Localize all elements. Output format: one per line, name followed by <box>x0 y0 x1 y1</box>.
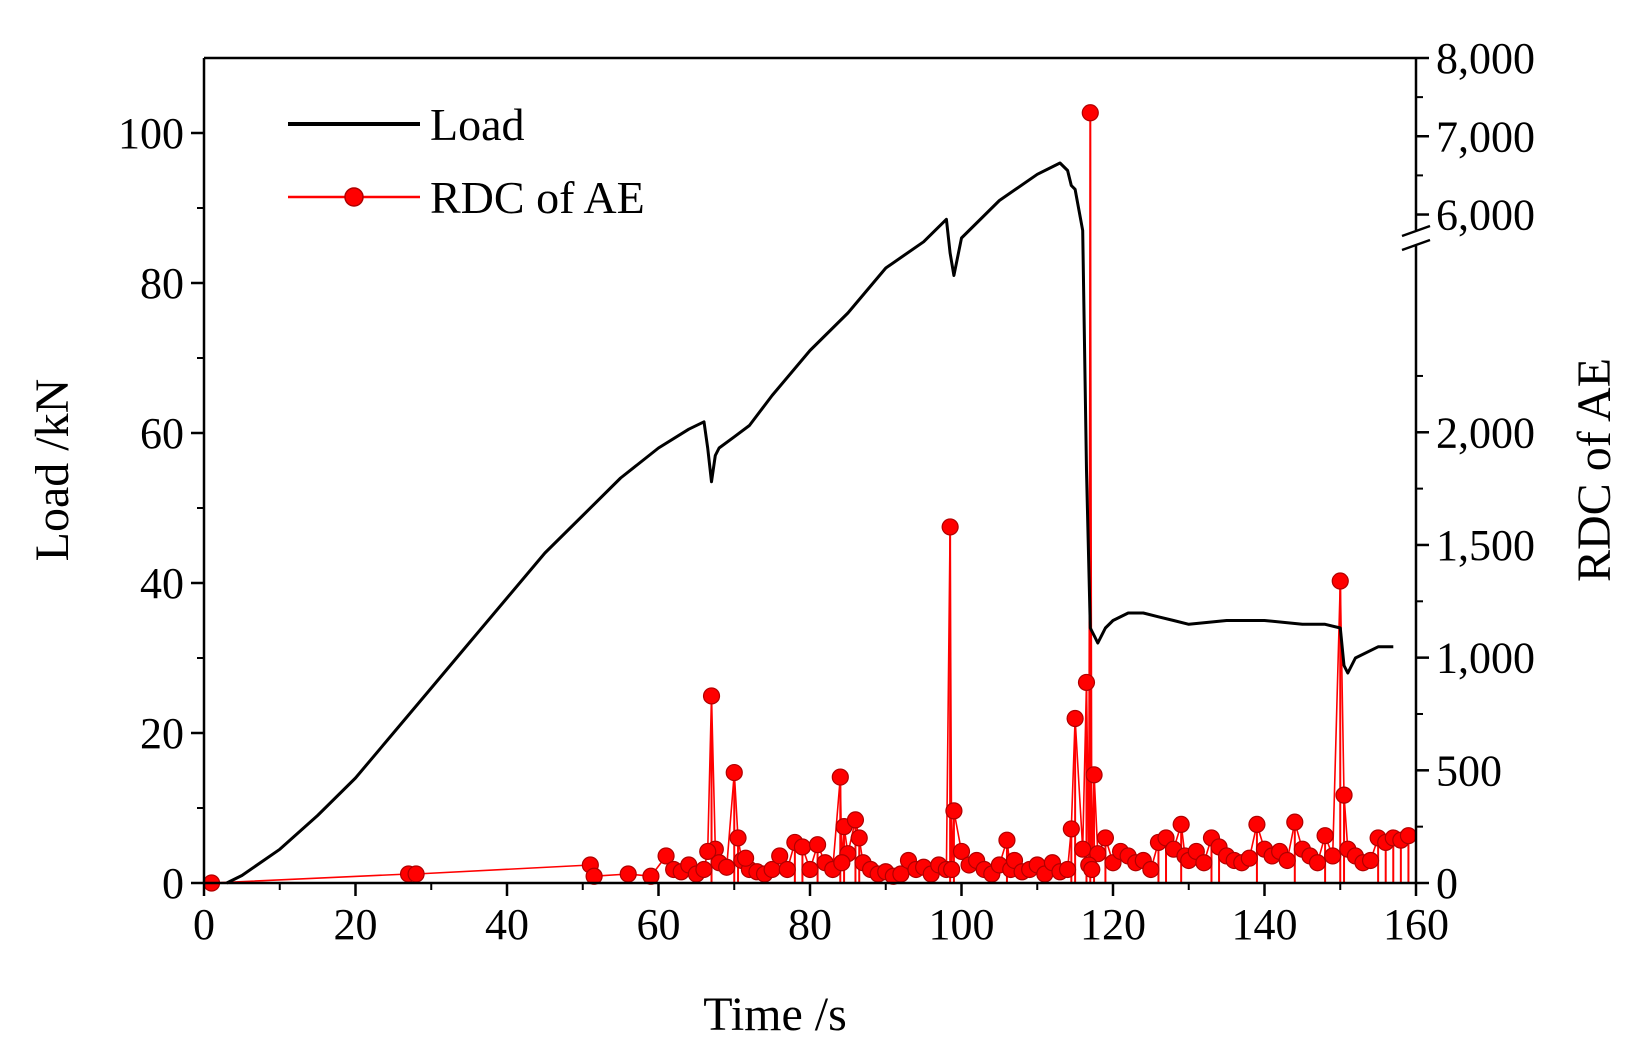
rdc-point <box>737 849 755 867</box>
rdc-point <box>1085 766 1103 784</box>
x-tick-label: 0 <box>193 900 215 949</box>
rdc-point <box>1331 572 1349 590</box>
rdc-point <box>729 829 747 847</box>
rdc-point <box>695 860 713 879</box>
rdc-point <box>1361 851 1380 870</box>
y-right-tick-label: 8,000 <box>1436 34 1535 83</box>
rdc-point <box>699 842 717 861</box>
rdc-point <box>1062 820 1080 838</box>
legend-load-label: Load <box>430 99 525 150</box>
legend: Load RDC of AE <box>288 99 645 223</box>
rdc-point <box>943 860 961 879</box>
rdc-point <box>771 847 789 865</box>
data-layer <box>202 104 1418 892</box>
rdc-point <box>1142 860 1160 879</box>
y-left-axis-title: Load /kN <box>26 379 79 562</box>
y-right-tick-label: 2,000 <box>1436 408 1535 457</box>
rdc-point <box>619 865 637 883</box>
axis-break-mark <box>1401 224 1431 238</box>
rdc-point <box>1278 851 1296 870</box>
x-tick-label: 100 <box>929 900 995 949</box>
y-left-tick-label: 0 <box>162 859 184 908</box>
rdc-point <box>941 518 959 536</box>
rdc-point <box>1066 709 1084 728</box>
x-tick-label: 160 <box>1383 900 1449 949</box>
x-tick-label: 140 <box>1232 900 1298 949</box>
y-right-tick-label: 1,000 <box>1436 634 1535 683</box>
rdc-point <box>778 860 796 879</box>
x-tick-label: 80 <box>788 900 832 949</box>
rdc-point <box>407 865 425 883</box>
legend-rdc-label: RDC of AE <box>430 172 645 223</box>
rdc-point <box>1077 673 1096 692</box>
legend-rdc-marker <box>344 187 364 207</box>
rdc-point <box>952 842 971 861</box>
rdc-point <box>1335 786 1353 804</box>
load-series-line <box>226 161 1394 885</box>
y-right-tick-label: 1,500 <box>1436 521 1535 570</box>
rdc-point <box>793 838 812 856</box>
rdc-point <box>998 831 1016 849</box>
axes-layer: 0 20 40 60 80 100 120 140 16002040608010005001,0… <box>118 34 1535 949</box>
rdc-point <box>725 763 743 782</box>
rdc-point <box>1316 827 1334 845</box>
rdc-point <box>850 829 868 847</box>
rdc-point <box>801 860 819 879</box>
rdc-point <box>833 854 851 872</box>
axis-break-mark <box>1401 238 1431 252</box>
y-right-axis-title: RDC of AE <box>1568 358 1621 582</box>
x-tick-label: 20 <box>334 900 378 949</box>
rdc-point <box>1074 840 1092 858</box>
rdc-point <box>1248 815 1266 834</box>
x-tick-label: 40 <box>485 900 529 949</box>
y-left-tick-label: 20 <box>140 709 184 758</box>
y-right-tick-label: 500 <box>1436 746 1502 795</box>
rdc-point <box>1172 815 1190 834</box>
rdc-point <box>846 811 865 829</box>
rdc-point <box>808 836 827 854</box>
rdc-point <box>1058 860 1077 879</box>
y-left-tick-label: 80 <box>140 259 184 308</box>
y-right-tick-label: 0 <box>1436 859 1458 908</box>
y-right-tick-label: 7,000 <box>1436 112 1535 161</box>
y-left-tick-label: 40 <box>140 559 184 608</box>
x-tick-label: 120 <box>1080 900 1146 949</box>
rdc-point <box>1308 854 1327 872</box>
x-axis-title: Time /s <box>703 988 847 1041</box>
y-left-tick-label: 60 <box>140 409 184 458</box>
rdc-point <box>1096 829 1115 847</box>
rdc-point <box>1240 849 1258 867</box>
rdc-point <box>945 802 963 820</box>
rdc-point <box>1081 104 1099 122</box>
x-tick-label: 60 <box>637 900 681 949</box>
rdc-point <box>1083 860 1101 879</box>
rdc-point <box>702 687 721 705</box>
y-left-tick-label: 100 <box>118 109 184 158</box>
rdc-point <box>1324 847 1342 865</box>
rdc-point <box>1089 845 1107 863</box>
rdc-point <box>831 768 849 786</box>
rdc-point <box>1195 854 1213 872</box>
rdc-point <box>1399 827 1418 845</box>
y-right-tick-label: 6,000 <box>1436 191 1535 240</box>
rdc-point <box>657 847 675 865</box>
rdc-point <box>1286 813 1304 831</box>
rdc-point <box>718 858 736 876</box>
